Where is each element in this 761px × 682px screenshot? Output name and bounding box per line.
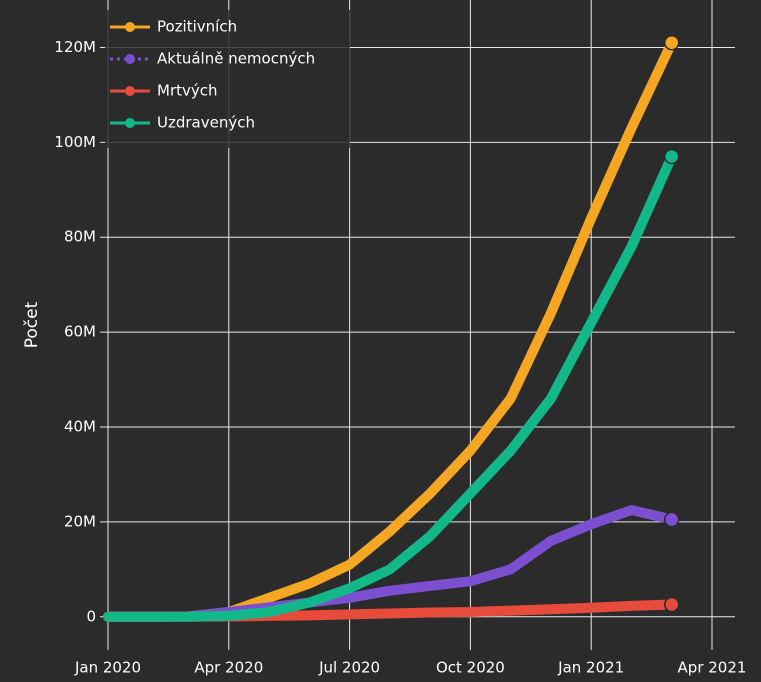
legend-marker: [125, 118, 135, 128]
y-tick-label: 40M: [64, 418, 96, 436]
legend-marker: [125, 54, 135, 64]
x-tick-label: Apr 2021: [678, 659, 747, 677]
end-marker: [663, 148, 680, 165]
x-tick-label: Apr 2020: [194, 659, 263, 677]
legend-box: [105, 10, 350, 148]
end-marker: [663, 511, 680, 528]
y-axis-label: Počet: [22, 301, 42, 348]
y-tick-label: 60M: [64, 323, 96, 341]
y-tick-label: 20M: [64, 512, 96, 530]
legend-label: Uzdravených: [157, 114, 255, 132]
y-tick-label: 100M: [54, 133, 96, 151]
end-marker: [663, 34, 680, 51]
legend-marker: [125, 22, 135, 32]
legend-marker: [125, 86, 135, 96]
legend-label: Aktuálně nemocných: [157, 50, 315, 68]
y-tick-label: 0: [86, 607, 96, 625]
legend-label: Mrtvých: [157, 82, 218, 100]
y-tick-label: 120M: [54, 38, 96, 56]
end-marker: [663, 596, 680, 613]
x-tick-label: Jan 2020: [74, 659, 141, 677]
x-tick-label: Jan 2021: [557, 659, 624, 677]
legend: Pozitivních Aktuálně nemocných Mrtvých Uzdr…: [105, 10, 350, 148]
legend-label: Pozitivních: [157, 18, 237, 36]
x-tick-label: Jul 2020: [318, 659, 380, 677]
series-line: [103, 151, 677, 622]
x-tick-label: Oct 2020: [436, 659, 505, 677]
y-tick-label: 80M: [64, 228, 96, 246]
